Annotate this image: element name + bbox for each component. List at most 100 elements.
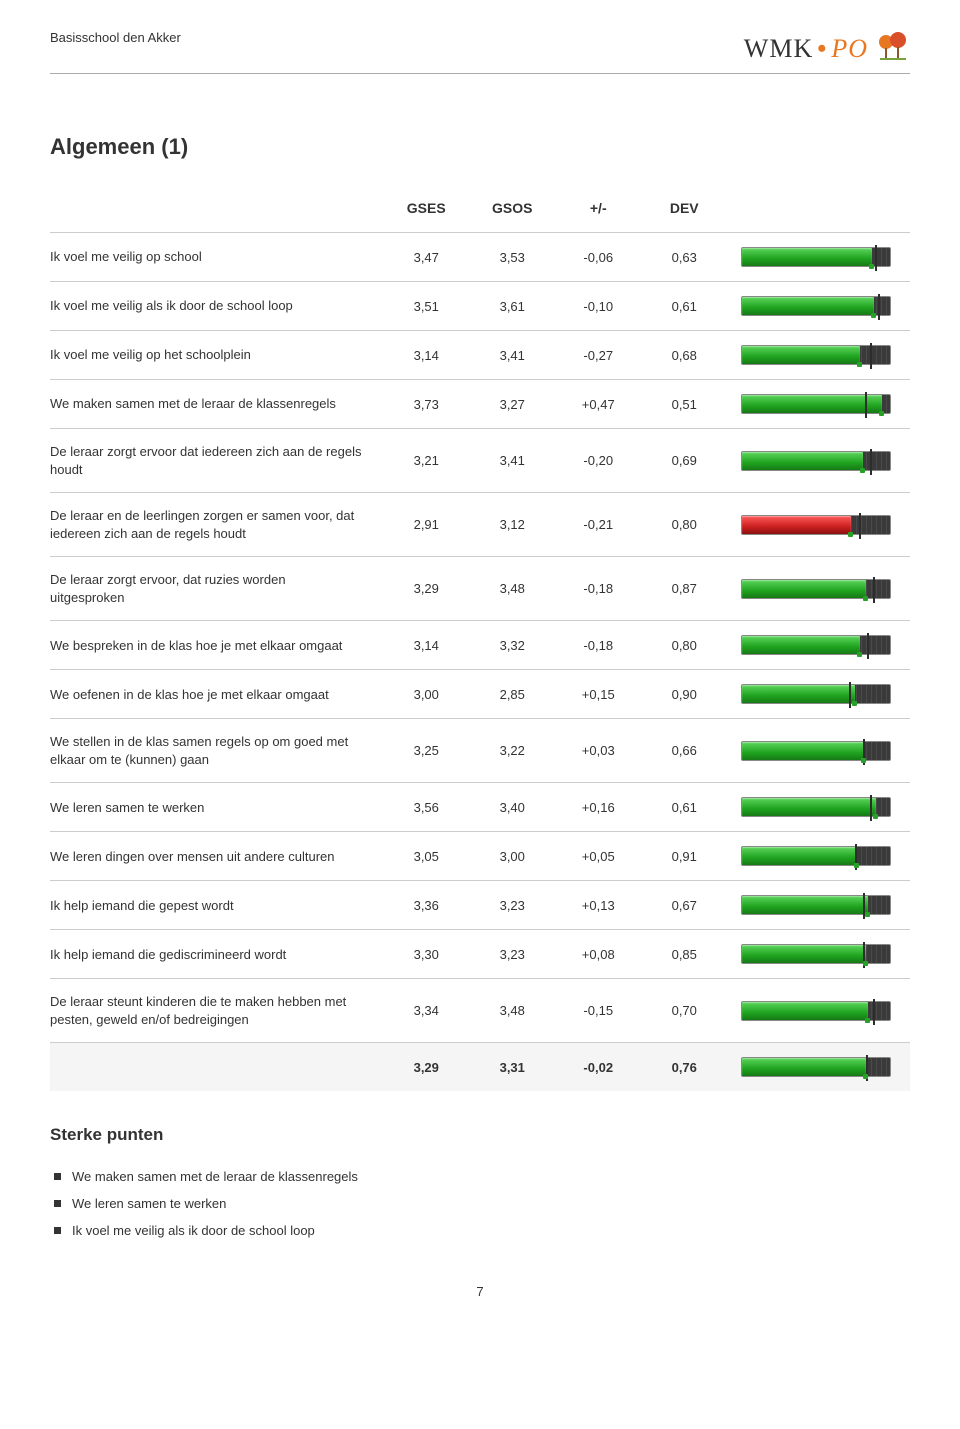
- table-row: We bespreken in de klas hoe je met elkaa…: [50, 621, 910, 670]
- bar-fill: [742, 580, 865, 598]
- row-diff: -0,20: [555, 429, 641, 493]
- score-bar: [741, 345, 891, 365]
- row-diff: +0,15: [555, 670, 641, 719]
- score-bar: [741, 515, 891, 535]
- row-gsos: 3,22: [469, 719, 555, 783]
- table-row: We maken samen met de leraar de klassenr…: [50, 380, 910, 429]
- bar-fill: [742, 685, 855, 703]
- score-bar: [741, 741, 891, 761]
- row-bar: [727, 429, 910, 493]
- table-row: We stellen in de klas samen regels op om…: [50, 719, 910, 783]
- table-row: We oefenen in de klas hoe je met elkaar …: [50, 670, 910, 719]
- row-gsos: 3,00: [469, 832, 555, 881]
- bar-gses-dot: [848, 532, 853, 537]
- score-bar: [741, 296, 891, 316]
- col-gses: GSES: [383, 190, 469, 233]
- row-gses: 3,30: [383, 930, 469, 979]
- score-bar: [741, 579, 891, 599]
- row-label: We bespreken in de klas hoe je met elkaa…: [50, 621, 383, 670]
- row-gses: 3,51: [383, 282, 469, 331]
- row-bar: [727, 331, 910, 380]
- score-bar: [741, 797, 891, 817]
- row-gsos: 3,12: [469, 493, 555, 557]
- row-gses: 3,29: [383, 1043, 469, 1092]
- bar-gsos-tick: [867, 633, 869, 659]
- bar-gses-dot: [865, 912, 870, 917]
- row-gsos: 3,48: [469, 557, 555, 621]
- row-label: Ik voel me veilig als ik door de school …: [50, 282, 383, 331]
- score-bar: [741, 944, 891, 964]
- row-dev: 0,76: [641, 1043, 727, 1092]
- row-diff: +0,03: [555, 719, 641, 783]
- row-gsos: 3,32: [469, 621, 555, 670]
- row-gses: 3,14: [383, 331, 469, 380]
- bar-gsos-tick: [875, 245, 877, 271]
- school-name: Basisschool den Akker: [50, 30, 181, 45]
- row-gses: 3,47: [383, 233, 469, 282]
- score-bar: [741, 846, 891, 866]
- bar-fill: [742, 1002, 867, 1020]
- row-diff: -0,10: [555, 282, 641, 331]
- row-bar: [727, 282, 910, 331]
- strong-points-heading: Sterke punten: [50, 1125, 910, 1145]
- row-dev: 0,63: [641, 233, 727, 282]
- row-dev: 0,68: [641, 331, 727, 380]
- row-diff: +0,05: [555, 832, 641, 881]
- score-bar: [741, 394, 891, 414]
- row-gses: 3,36: [383, 881, 469, 930]
- table-row: Ik voel me veilig als ik door de school …: [50, 282, 910, 331]
- bar-fill: [742, 1058, 865, 1076]
- bar-fill: [742, 847, 856, 865]
- bar-gses-dot: [857, 362, 862, 367]
- row-gsos: 3,41: [469, 429, 555, 493]
- page-number: 7: [50, 1284, 910, 1299]
- row-dev: 0,61: [641, 282, 727, 331]
- row-bar: [727, 670, 910, 719]
- row-bar: [727, 832, 910, 881]
- bar-fill: [742, 636, 860, 654]
- score-bar: [741, 1001, 891, 1021]
- bar-gsos-tick: [873, 577, 875, 603]
- row-dev: 0,90: [641, 670, 727, 719]
- bar-fill: [742, 798, 876, 816]
- row-dev: 0,80: [641, 493, 727, 557]
- bar-gsos-tick: [878, 294, 880, 320]
- table-header-row: GSES GSOS +/- DEV: [50, 190, 910, 233]
- row-diff: -0,02: [555, 1043, 641, 1092]
- row-label: Ik voel me veilig op het schoolplein: [50, 331, 383, 380]
- row-diff: +0,13: [555, 881, 641, 930]
- row-bar: [727, 881, 910, 930]
- row-diff: -0,21: [555, 493, 641, 557]
- row-gsos: 3,31: [469, 1043, 555, 1092]
- table-row: De leraar en de leerlingen zorgen er sam…: [50, 493, 910, 557]
- bar-fill: [742, 248, 872, 266]
- row-bar: [727, 493, 910, 557]
- row-gsos: 3,53: [469, 233, 555, 282]
- strong-point-item: We maken samen met de leraar de klassenr…: [50, 1163, 910, 1190]
- col-diff: +/-: [555, 190, 641, 233]
- row-gses: 3,34: [383, 979, 469, 1043]
- row-diff: -0,06: [555, 233, 641, 282]
- bar-fill: [742, 742, 864, 760]
- bar-gsos-tick: [873, 999, 875, 1025]
- bar-fill: [742, 516, 851, 534]
- bar-gses-dot: [854, 863, 859, 868]
- row-diff: +0,08: [555, 930, 641, 979]
- row-gsos: 3,23: [469, 881, 555, 930]
- bar-gses-dot: [860, 468, 865, 473]
- row-gsos: 3,41: [469, 331, 555, 380]
- row-label: [50, 1043, 383, 1092]
- table-row: Ik voel me veilig op school 3,47 3,53 -0…: [50, 233, 910, 282]
- row-bar: [727, 557, 910, 621]
- score-bar: [741, 635, 891, 655]
- row-bar: [727, 233, 910, 282]
- row-label: Ik voel me veilig op school: [50, 233, 383, 282]
- row-gses: 3,29: [383, 557, 469, 621]
- bar-gsos-tick: [849, 682, 851, 708]
- row-label: De leraar zorgt ervoor dat iedereen zich…: [50, 429, 383, 493]
- bar-fill: [742, 452, 862, 470]
- row-diff: +0,47: [555, 380, 641, 429]
- strong-points-list: We maken samen met de leraar de klassenr…: [50, 1163, 910, 1244]
- row-gsos: 3,27: [469, 380, 555, 429]
- row-dev: 0,67: [641, 881, 727, 930]
